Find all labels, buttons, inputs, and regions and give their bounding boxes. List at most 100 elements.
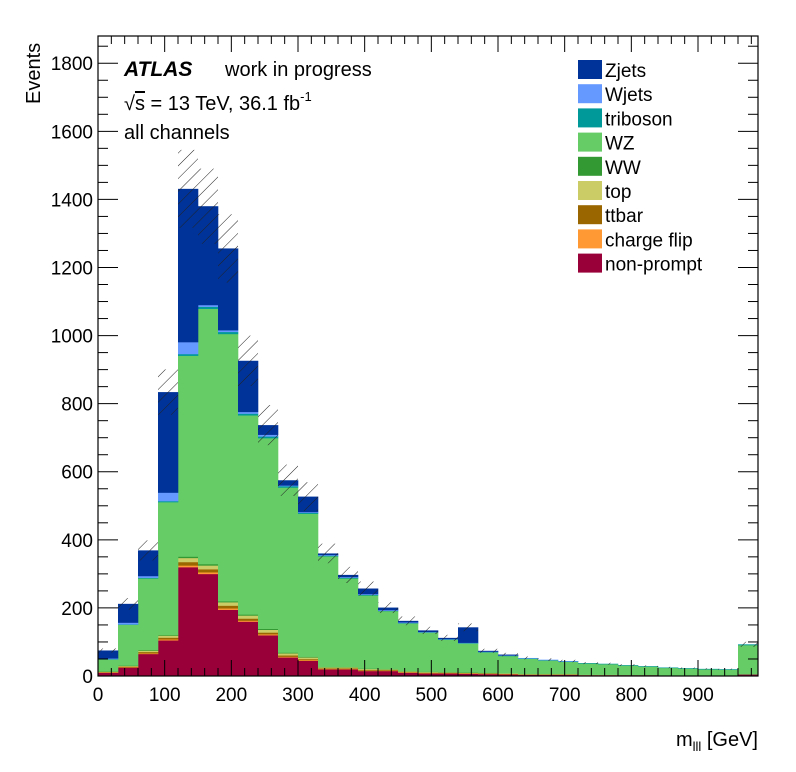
bar-ww-0 xyxy=(98,671,119,672)
bar-wz-19 xyxy=(478,652,499,673)
uncertainty-bin-17 xyxy=(438,634,458,641)
bar-top-12 xyxy=(338,667,359,669)
bar-wz-13 xyxy=(358,595,379,669)
bar-non-prompt-12 xyxy=(338,669,359,677)
bar-top-2 xyxy=(138,650,159,653)
bar-wz-12 xyxy=(338,578,359,668)
x-tick-label: 300 xyxy=(282,685,314,706)
bar-ww-5 xyxy=(198,564,219,566)
bar-top-25 xyxy=(598,674,619,676)
bar-non-prompt-14 xyxy=(378,670,399,677)
bar-ttbar-8 xyxy=(258,632,279,635)
bar-top-4 xyxy=(178,557,199,563)
bar-wz-5 xyxy=(198,308,219,565)
uncertainty-bin-31 xyxy=(718,668,738,670)
uncertainty-bin-14 xyxy=(378,602,398,614)
bar-non-prompt-4 xyxy=(178,567,199,677)
x-axis-title: mlll [GeV] xyxy=(676,729,758,754)
bar-ttbar-15 xyxy=(398,671,419,673)
bar-wz-25 xyxy=(598,664,619,675)
bar-ttbar-9 xyxy=(278,655,299,657)
bar-non-prompt-0 xyxy=(98,672,119,677)
uncertainty-bin-15 xyxy=(398,616,418,626)
bar-charge-flip-13 xyxy=(358,670,379,672)
bar-charge-flip-14 xyxy=(378,670,399,672)
axis-ticks xyxy=(97,36,758,677)
bar-top-24 xyxy=(578,674,599,676)
bar-wz-14 xyxy=(378,610,399,670)
uncertainty-bin-27 xyxy=(638,665,658,667)
x-tick-label: 600 xyxy=(482,685,514,706)
bar-ttbar-7 xyxy=(238,618,259,621)
bar-triboson-18 xyxy=(458,642,479,644)
bar-ttbar-22 xyxy=(538,674,559,675)
uncertainty-bin-24 xyxy=(578,662,598,665)
bar-top-9 xyxy=(278,653,299,656)
bar-ww-9 xyxy=(278,652,299,654)
x-tick-label: 200 xyxy=(215,685,247,706)
uncertainty-bin-28 xyxy=(658,666,678,669)
bar-wjets-10 xyxy=(298,511,319,513)
bar-non-prompt-32 xyxy=(738,674,759,677)
bar-charge-flip-18 xyxy=(458,673,479,674)
bar-non-prompt-18 xyxy=(458,673,479,677)
legend-label-ttbar: ttbar xyxy=(605,206,644,227)
bar-ttbar-5 xyxy=(198,569,219,573)
bar-top-13 xyxy=(358,668,379,671)
y-tick-label: 200 xyxy=(61,599,93,620)
bar-wjets-4 xyxy=(178,342,199,355)
bar-top-0 xyxy=(98,671,119,673)
bar-ww-1 xyxy=(118,665,139,667)
bar-wz-3 xyxy=(158,502,179,636)
legend-swatch-non-prompt xyxy=(578,253,602,273)
bar-ttbar-0 xyxy=(98,671,119,673)
bar-ww-13 xyxy=(358,668,379,670)
bar-non-prompt-1 xyxy=(118,667,139,677)
bar-charge-flip-7 xyxy=(238,620,259,622)
bar-charge-flip-9 xyxy=(278,656,299,658)
bar-ttbar-10 xyxy=(298,658,319,661)
bar-charge-flip-16 xyxy=(418,672,439,674)
y-tick-label: 0 xyxy=(82,667,93,688)
bar-ww-7 xyxy=(238,614,259,616)
bar-top-20 xyxy=(498,673,519,674)
bar-charge-flip-4 xyxy=(178,565,199,568)
bar-top-17 xyxy=(438,672,459,673)
bar-zjets-0 xyxy=(98,650,119,659)
bar-ww-17 xyxy=(438,671,459,673)
uncertainty-bin-1 xyxy=(118,598,138,610)
legend-label-ww: WW xyxy=(605,158,641,179)
bar-charge-flip-20 xyxy=(498,673,519,675)
bar-triboson-6 xyxy=(218,331,239,335)
legend-label-top: top xyxy=(605,182,631,203)
bar-charge-flip-10 xyxy=(298,660,319,661)
legend-label-wz: WZ xyxy=(605,134,635,155)
bar-ttbar-6 xyxy=(218,605,239,609)
uncertainty-bin-29 xyxy=(678,667,698,669)
uncertainty-bin-3 xyxy=(158,369,178,415)
bar-wz-20 xyxy=(498,655,519,674)
bar-ttbar-1 xyxy=(118,666,139,668)
bar-non-prompt-19 xyxy=(478,673,499,677)
bar-ww-2 xyxy=(138,649,159,651)
bar-wz-7 xyxy=(238,415,259,615)
bar-charge-flip-8 xyxy=(258,634,279,636)
bar-wz-26 xyxy=(618,665,639,676)
bar-ttbar-18 xyxy=(458,672,479,674)
bar-wz-8 xyxy=(258,438,279,629)
bar-ttbar-3 xyxy=(158,637,179,640)
bar-wz-27 xyxy=(638,666,659,676)
bar-top-23 xyxy=(558,673,579,675)
legend-swatch-top xyxy=(578,181,602,200)
uncertainty-bin-26 xyxy=(618,664,638,666)
bar-non-prompt-7 xyxy=(238,621,259,677)
bar-ttbar-20 xyxy=(498,673,519,675)
legend-swatch-charge-flip xyxy=(578,229,602,249)
bar-ww-10 xyxy=(298,656,319,658)
bar-wz-15 xyxy=(398,623,419,672)
uncertainty-bin-2 xyxy=(138,540,158,561)
bar-triboson-3 xyxy=(158,501,179,503)
legend: Zjets Wjets triboson WZ WW top ttbar charge fli… xyxy=(578,60,703,276)
bar-wjets-5 xyxy=(198,304,219,307)
uncertainty-bin-18 xyxy=(458,623,478,632)
